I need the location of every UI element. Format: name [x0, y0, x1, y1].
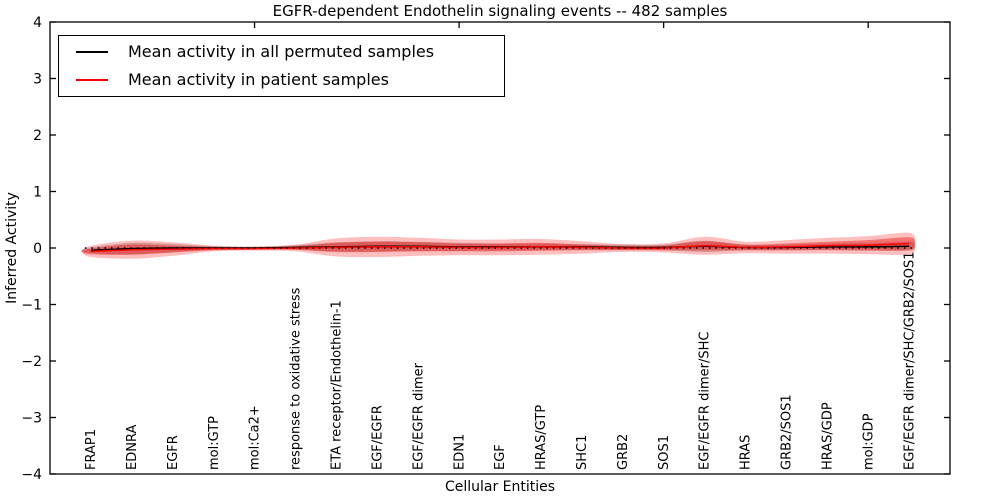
- legend: Mean activity in all permuted samples Me…: [58, 35, 505, 97]
- legend-label-patient: Mean activity in patient samples: [128, 69, 389, 89]
- entity-tick-label: FRAP1: [84, 429, 99, 470]
- y-tick-label: −4: [21, 467, 42, 483]
- entity-tick-label: EGF/EGFR dimer/SHC/GRB2/SOS1: [902, 252, 917, 471]
- entity-tick-label: EGF/EGFR: [370, 405, 385, 470]
- entity-tick-label: HRAS/GDP: [820, 402, 835, 470]
- patient-line-swatch: [76, 78, 108, 81]
- entity-tick-label: HRAS/GTP: [534, 405, 549, 470]
- entity-tick-label: mol:GDP: [861, 413, 876, 470]
- entity-tick-label: EGF/EGFR dimer/SHC: [698, 332, 713, 470]
- entity-tick-label: EGFR: [166, 435, 181, 470]
- chart-title: EGFR-dependent Endothelin signaling even…: [272, 2, 728, 20]
- x-axis-label: Cellular Entities: [444, 479, 556, 495]
- y-tick-label: 0: [33, 241, 42, 257]
- legend-row-patient: Mean activity in patient samples: [59, 67, 504, 93]
- y-tick-label: −3: [21, 410, 42, 426]
- entity-tick-label: HRAS: [739, 435, 754, 470]
- entity-tick-label: EGF/EGFR dimer: [411, 362, 426, 470]
- patient-distribution-outer-band: [80, 232, 916, 259]
- y-tick-label: −2: [21, 354, 42, 370]
- y-tick-label: −1: [21, 297, 42, 313]
- entity-tick-label: ETA receptor/Endothelin-1: [330, 300, 345, 470]
- legend-label-permuted: Mean activity in all permuted samples: [128, 42, 435, 62]
- permuted-line-swatch: [76, 51, 108, 54]
- y-tick-label: 3: [33, 71, 42, 87]
- entity-tick-label: EGF: [493, 444, 508, 470]
- entity-tick-label: mol:GTP: [207, 416, 222, 470]
- entity-tick-label: GRB2/SOS1: [780, 394, 795, 470]
- patient-mean-line: [90, 242, 910, 253]
- entity-tick-label: SOS1: [657, 435, 672, 470]
- entity-tick-label: EDNRA: [125, 425, 140, 470]
- legend-row-permuted: Mean activity in all permuted samples: [59, 39, 504, 65]
- y-tick-label: 1: [33, 184, 42, 200]
- y-tick-label: 2: [33, 128, 42, 144]
- entity-tick-label: GRB2: [616, 434, 631, 470]
- entity-tick-label: mol:Ca2+: [248, 405, 263, 470]
- y-tick-label: 4: [33, 15, 42, 31]
- entity-tick-label: EDN1: [452, 434, 467, 470]
- entity-tick-label: SHC1: [575, 435, 590, 470]
- patient-distribution-inner-band: [80, 237, 916, 255]
- entity-tick-label: response to oxidative stress: [289, 287, 304, 470]
